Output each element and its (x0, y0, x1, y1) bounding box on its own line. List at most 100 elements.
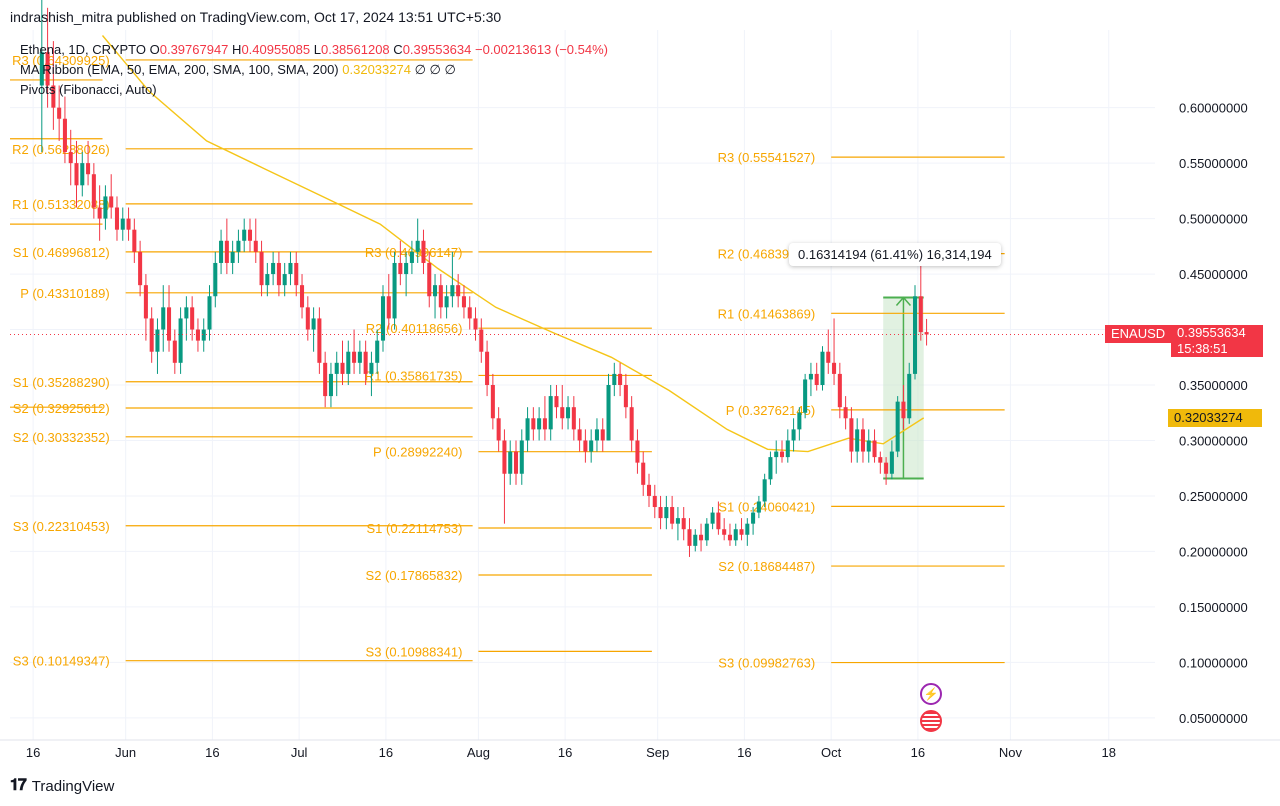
candle-body (247, 229, 253, 241)
candle-body (837, 373, 842, 408)
y-tick-label: 0.35000000 (1179, 378, 1248, 393)
candle-body (340, 362, 345, 374)
candle-body (114, 207, 120, 230)
candle-body (745, 523, 750, 535)
x-tick-label: Jul (291, 745, 308, 760)
candle-body (629, 407, 634, 441)
candle-body (213, 262, 218, 297)
y-tick-label: 0.45000000 (1179, 267, 1248, 282)
candle-body (768, 457, 773, 480)
candle-body (675, 518, 680, 524)
pivot-level-label: P (0.28992240) (373, 445, 462, 460)
x-tick-label: Aug (467, 745, 490, 760)
candle-body (762, 479, 767, 502)
candle-body (328, 373, 333, 397)
candle-body (86, 163, 91, 175)
candle-body (635, 440, 640, 463)
pivot-level-label: S3 (0.09982763) (718, 656, 815, 671)
candle-body (300, 285, 305, 308)
candle-body (606, 385, 611, 441)
candle-body (508, 451, 513, 474)
candle-body (803, 379, 808, 413)
candle-body (386, 296, 391, 319)
candle-body (664, 507, 669, 519)
candle-body (201, 329, 206, 341)
candle-body (271, 262, 276, 275)
y-tick-label: 0.55000000 (1179, 156, 1248, 171)
candle-body (236, 240, 241, 252)
candle-body (288, 262, 293, 275)
us-flag-event-icon[interactable] (920, 710, 942, 732)
candle-body (143, 285, 148, 319)
legend-high-label: H (232, 42, 242, 57)
tradingview-logo[interactable]: 𝟏𝟕 TradingView (10, 777, 114, 795)
candle-body (733, 529, 738, 541)
candle-body (912, 296, 918, 374)
candle-body (433, 285, 438, 297)
candle-body (791, 429, 796, 441)
candle-body (704, 523, 709, 541)
candle-body (652, 495, 657, 508)
candle-body (74, 163, 79, 186)
pivot-level-label: S1 (0.22114753) (367, 521, 463, 536)
candle-body (438, 285, 443, 308)
candle-body (242, 229, 247, 241)
legend-ma-row[interactable]: MA Ribbon (EMA, 50, EMA, 200, SMA, 100, … (20, 60, 608, 80)
candle-body (479, 329, 484, 352)
candle-body (849, 418, 854, 452)
pivot-level-label: S3 (0.10149347) (13, 654, 110, 669)
pivot-level-label: P (0.32762145) (726, 403, 815, 418)
candle-body (612, 373, 617, 385)
candle-body (531, 418, 536, 430)
candle-body (97, 207, 102, 219)
candle-body (895, 401, 900, 452)
pivot-level-label: R3 (0.64309925) (12, 53, 110, 68)
candle-body (346, 351, 351, 374)
candle-body (901, 401, 906, 419)
legend-pivots-row[interactable]: Pivots (Fibonacci, Auto) (20, 80, 608, 100)
candle-body (826, 351, 831, 363)
y-tick-label: 0.25000000 (1179, 489, 1248, 504)
candle-body (756, 501, 761, 513)
candle-body (866, 440, 871, 452)
candle-body (623, 385, 628, 408)
candle-body (294, 262, 299, 286)
last-price-tag: 0.39553634 15:38:51 (1171, 325, 1263, 358)
legend-ma-icons: ∅ ∅ ∅ (414, 62, 456, 77)
candle-body (548, 396, 553, 430)
legend-close-value: 0.39553634 (402, 42, 472, 57)
candle-body (167, 307, 172, 341)
y-tick-label: 0.30000000 (1179, 433, 1248, 448)
ma-ribbon-line (101, 35, 925, 453)
candle-body (138, 251, 143, 286)
candle-body (797, 412, 802, 430)
candle-body (739, 529, 744, 535)
candle-body (57, 107, 62, 119)
candle-body (39, 52, 44, 86)
candle-body (91, 174, 96, 208)
x-tick-label: 16 (26, 745, 40, 760)
candle-body (687, 529, 692, 546)
candle-body (276, 262, 281, 286)
candle-body (751, 512, 756, 524)
candle-body (109, 196, 114, 208)
candle-body (444, 296, 449, 308)
x-tick-label: 16 (379, 745, 393, 760)
y-tick-label: 0.60000000 (1179, 101, 1248, 116)
candle-body (155, 329, 160, 352)
candle-body (832, 362, 837, 374)
candle-body (785, 440, 790, 458)
candle-body (184, 307, 189, 319)
candle-body (207, 296, 212, 330)
lightning-event-icon[interactable]: ⚡ (920, 683, 942, 705)
legend-symbol[interactable]: Ethena, 1D, CRYPTO (20, 42, 146, 57)
candle-body (693, 534, 698, 546)
candle-body (363, 351, 368, 374)
candle-body (808, 373, 813, 380)
pivot-level-label: R2 (0.40118656) (366, 321, 463, 336)
candle-body (566, 407, 571, 419)
candle-body (282, 274, 287, 286)
candle-body (560, 407, 565, 419)
candle-body (51, 85, 56, 108)
